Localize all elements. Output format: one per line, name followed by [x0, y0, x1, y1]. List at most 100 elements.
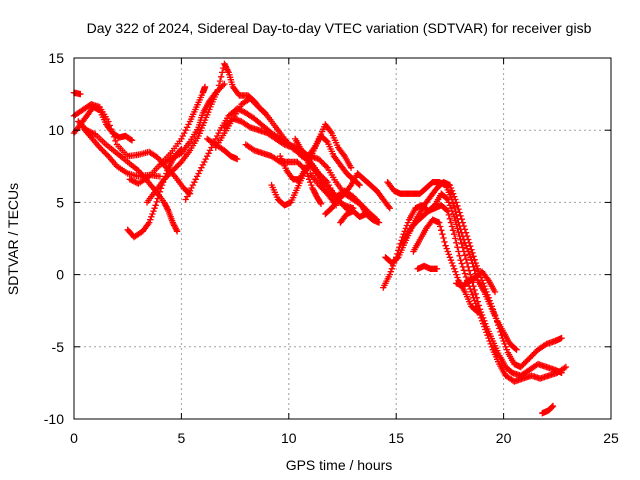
data-point	[561, 364, 568, 372]
data-point	[459, 232, 466, 240]
data-point	[179, 132, 186, 140]
data-point	[558, 334, 565, 342]
data-point	[347, 164, 355, 171]
data-point	[182, 196, 189, 203]
series-arc-17	[292, 132, 363, 189]
data-point	[465, 248, 472, 255]
data-point	[234, 155, 241, 163]
data-point	[433, 265, 441, 272]
grid	[74, 58, 611, 419]
data-point	[444, 248, 451, 255]
data-point	[503, 346, 510, 353]
data-point	[460, 267, 468, 274]
data-point	[163, 205, 171, 212]
series-arc-16	[277, 121, 355, 183]
data-point	[127, 136, 135, 143]
series-arc-25	[414, 262, 441, 272]
data-point	[452, 207, 459, 215]
data-point	[391, 257, 399, 264]
data-point	[222, 63, 229, 70]
data-point	[404, 219, 412, 226]
data-point	[105, 118, 112, 125]
series-arc-19	[322, 170, 393, 218]
data-point	[185, 190, 192, 197]
data-point	[461, 270, 469, 277]
data-point	[249, 146, 257, 153]
data-point	[355, 180, 362, 188]
y-axis-tick-labels: -10 -5 0 5 10 15	[44, 50, 64, 427]
data-point	[386, 271, 393, 278]
data-point	[453, 239, 460, 246]
data-point	[456, 222, 463, 230]
data-point	[462, 273, 470, 281]
data-point	[199, 161, 207, 169]
data-point	[214, 132, 221, 140]
data-point	[470, 253, 477, 260]
y-tick-label: 15	[48, 50, 64, 66]
data-point	[215, 82, 223, 89]
series-arc-26	[384, 179, 520, 353]
data-point	[195, 170, 202, 177]
y-tick-label: -5	[52, 339, 65, 355]
data-point	[457, 257, 464, 264]
data-point	[447, 219, 455, 226]
data-point	[100, 148, 108, 156]
data-point	[112, 137, 119, 144]
data-point	[451, 231, 458, 238]
data-point	[439, 231, 446, 238]
data-point	[466, 283, 473, 290]
data-point	[317, 200, 325, 207]
data-point	[448, 196, 456, 203]
data-point	[447, 257, 455, 264]
data-point	[500, 337, 507, 345]
data-point	[346, 183, 354, 190]
data-point	[458, 229, 465, 236]
y-tick-label: 0	[56, 267, 64, 283]
axis-ticks	[73, 57, 612, 420]
x-tick-label: 0	[70, 430, 78, 446]
data-point	[448, 259, 456, 267]
data-point	[452, 235, 459, 242]
data-point	[226, 118, 234, 125]
data-point	[156, 173, 164, 180]
data-point	[361, 205, 368, 212]
data-point	[173, 228, 181, 235]
data-point	[462, 242, 470, 249]
data-point	[306, 176, 313, 183]
data-point	[217, 73, 225, 80]
data-point	[486, 337, 493, 345]
data-point	[517, 363, 524, 371]
data-point	[202, 155, 209, 163]
data-point	[110, 133, 118, 141]
data-point	[473, 308, 480, 315]
data-point	[181, 129, 188, 137]
data-point	[150, 207, 157, 215]
data-point	[169, 167, 176, 174]
data-point	[456, 209, 463, 216]
data-point	[102, 150, 109, 157]
x-tick-label: 10	[281, 430, 297, 446]
data-point	[467, 285, 474, 293]
data-point	[472, 300, 479, 307]
data-point	[467, 254, 474, 261]
data-point	[443, 195, 450, 202]
y-tick-label: 5	[56, 194, 64, 210]
data-point	[437, 223, 444, 230]
data-point	[183, 124, 191, 131]
data-point	[485, 334, 492, 342]
data-point	[513, 346, 520, 353]
data-point	[323, 137, 330, 144]
data-point	[445, 211, 452, 219]
data-point	[469, 249, 476, 257]
data-point	[146, 219, 153, 226]
x-axis-tick-labels: 0 5 10 15 20 25	[70, 430, 619, 446]
data-point	[449, 262, 457, 270]
data-point	[447, 205, 455, 212]
data-point	[294, 148, 301, 156]
data-point	[216, 77, 224, 85]
data-point	[448, 223, 456, 230]
data-point	[297, 161, 304, 169]
data-point	[201, 83, 209, 91]
data-point	[390, 259, 398, 267]
data-point	[438, 227, 445, 234]
